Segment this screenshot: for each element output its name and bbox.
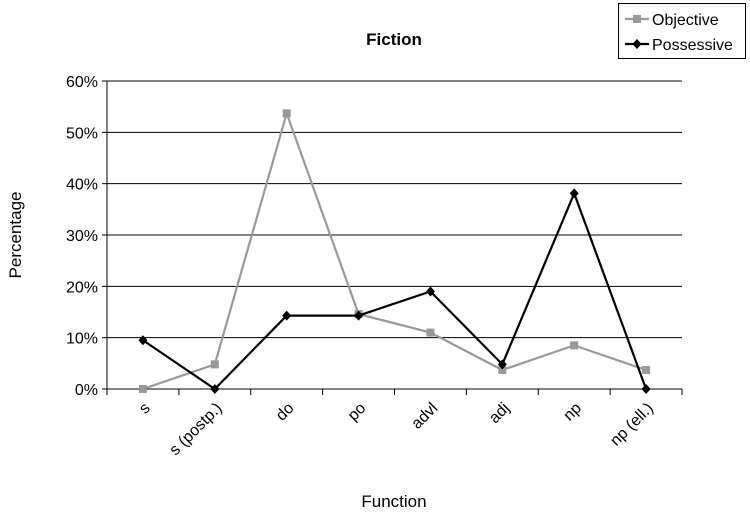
gridlines xyxy=(102,80,682,390)
data-point xyxy=(138,385,147,393)
legend-label: Possessive xyxy=(652,37,733,54)
legend-marker xyxy=(632,39,642,49)
data-point xyxy=(642,366,651,375)
data-point xyxy=(354,310,364,321)
chart-title: Fiction xyxy=(366,30,422,49)
data-point xyxy=(570,341,579,350)
legend-label: Objective xyxy=(652,12,719,29)
x-tick-label: s xyxy=(136,400,154,418)
data-point xyxy=(426,328,435,337)
x-tick-label: np xyxy=(560,400,585,425)
legend: Objective Possessive xyxy=(618,3,746,59)
data-point xyxy=(498,366,507,375)
data-point xyxy=(425,286,435,297)
y-tick-label: 10% xyxy=(66,331,98,348)
legend-items: Objective Possessive xyxy=(625,12,733,54)
x-tick-label: np (ell.) xyxy=(607,400,657,450)
series-line xyxy=(142,109,647,391)
x-tick-labels: s s (postp.) do po advl adj np np (ell.) xyxy=(136,400,657,459)
series-group xyxy=(138,109,651,394)
y-tick-label: 50% xyxy=(66,125,98,142)
axes xyxy=(106,81,683,395)
x-tick-label: s (postp.) xyxy=(166,400,225,459)
data-point xyxy=(569,188,579,199)
y-tick-label: 40% xyxy=(66,177,98,194)
x-axis-label: Function xyxy=(361,492,426,511)
x-tick-label: do xyxy=(273,400,298,425)
data-point xyxy=(282,109,291,118)
data-point xyxy=(210,360,219,369)
y-tick-label: 60% xyxy=(66,74,98,91)
x-tick-label: advl xyxy=(408,400,441,433)
x-tick-label: po xyxy=(345,400,370,425)
data-point xyxy=(210,384,220,394)
y-tick-labels: 0% 10% 20% 30% 40% 50% 60% xyxy=(66,74,98,399)
data-point xyxy=(282,310,292,321)
x-tick-label: adj xyxy=(486,400,513,427)
y-tick-label: 0% xyxy=(75,382,98,399)
data-point xyxy=(138,335,148,346)
data-point xyxy=(641,384,651,394)
data-point xyxy=(497,359,507,370)
legend-marker xyxy=(633,15,641,23)
series-line xyxy=(142,190,648,391)
y-tick-label: 20% xyxy=(66,279,98,296)
y-axis-label: Percentage xyxy=(6,192,25,279)
y-tick-label: 30% xyxy=(66,228,98,245)
